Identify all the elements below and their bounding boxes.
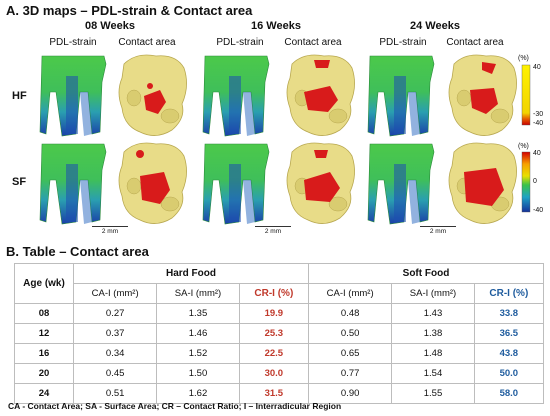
cell: 0.77 [307, 363, 393, 384]
cell: 1.55 [391, 383, 475, 404]
table-row: 08 0.27 1.35 19.9 0.48 1.43 33.8 [14, 303, 545, 324]
table-row: 12 0.37 1.46 25.3 0.50 1.38 36.5 [14, 323, 545, 344]
contact-map-hf-16 [286, 54, 355, 136]
cell: 1.38 [391, 323, 475, 344]
cell: 30.0 [238, 363, 309, 384]
colorbar-sf-min: -40 [533, 207, 544, 214]
contact-map-sf-08 [118, 142, 187, 224]
sub-label-contact-area: Contact area [446, 37, 504, 48]
panel-b-title: B. Table – Contact area [6, 244, 149, 259]
col-header-hf-sa: SA-I (mm²) [156, 283, 240, 304]
week-header-08: 08 Weeks [85, 20, 135, 32]
scale-bar-16: 2 mm [243, 226, 303, 235]
pdl-strain-map-hf-24 [367, 55, 435, 137]
colorbar-sf-max: 40 [533, 150, 541, 157]
contact-map-sf-24 [448, 142, 517, 224]
colorbar-hf-min: -40 [533, 120, 544, 127]
cell: 58.0 [473, 383, 545, 404]
cell: 43.8 [473, 343, 545, 364]
scale-bar-08: 2 mm [80, 226, 140, 235]
cell: 0.51 [72, 383, 158, 404]
hard-food-header: Hard Food [73, 263, 309, 284]
colorbar-hf-mid: -30 [533, 111, 544, 118]
contact-map-hf-08 [118, 54, 187, 136]
cell: 50.0 [473, 363, 545, 384]
age-header: Age (wk) [14, 263, 74, 304]
cell: 31.5 [238, 383, 309, 404]
cell: 0.34 [72, 343, 158, 364]
cell: 19.9 [238, 303, 309, 324]
contact-map-hf-24 [448, 54, 517, 136]
colorbar-hf [521, 64, 531, 126]
cell: 0.37 [72, 323, 158, 344]
cell: 0.27 [72, 303, 158, 324]
col-header-sf-sa: SA-I (mm²) [391, 283, 475, 304]
row-label-sf: SF [12, 176, 27, 188]
scale-bar-24: 2 mm [408, 226, 468, 235]
panel-a-title: A. 3D maps – PDL-strain & Contact area [6, 3, 253, 18]
pdl-strain-map-hf-16 [202, 55, 270, 137]
colorbar-sf-unit: (%) [518, 143, 529, 150]
sub-label-pdl-strain: PDL-strain [379, 37, 427, 48]
soft-food-header: Soft Food [307, 263, 545, 284]
age-cell: 08 [14, 303, 74, 324]
cell: 0.45 [72, 363, 158, 384]
age-cell: 12 [14, 323, 74, 344]
colorbar-hf-max: 40 [533, 64, 541, 71]
pdl-strain-map-sf-16 [202, 143, 270, 225]
cell: 1.35 [156, 303, 240, 324]
col-header-hf-cr: CR-I (%) [238, 283, 309, 304]
sub-label-pdl-strain: PDL-strain [216, 37, 264, 48]
cell: 0.90 [307, 383, 393, 404]
colorbar-hf-unit: (%) [518, 55, 529, 62]
col-header-sf-cr: CR-I (%) [473, 283, 545, 304]
row-label-hf: HF [12, 90, 27, 102]
week-header-16: 16 Weeks [251, 20, 301, 32]
cell: 0.48 [307, 303, 393, 324]
sub-label-contact-area: Contact area [118, 37, 176, 48]
sub-label-pdl-strain: PDL-strain [49, 37, 97, 48]
pdl-strain-map-hf-08 [39, 55, 107, 137]
cell: 1.52 [156, 343, 240, 364]
cell: 25.3 [238, 323, 309, 344]
cell: 1.54 [391, 363, 475, 384]
map-figure [39, 54, 531, 225]
colorbar-sf [521, 151, 531, 213]
table-footnote: CA - Contact Area; SA - Surface Area; CR… [8, 401, 342, 411]
age-cell: 20 [14, 363, 74, 384]
cell: 1.50 [156, 363, 240, 384]
cell: 0.50 [307, 323, 393, 344]
table-row: 24 0.51 1.62 31.5 0.90 1.55 58.0 [14, 383, 545, 404]
cell: 1.46 [156, 323, 240, 344]
week-header-24: 24 Weeks [410, 20, 460, 32]
cell: 0.65 [307, 343, 393, 364]
col-header-hf-ca: CA-I (mm²) [72, 283, 158, 304]
contact-area-table: Age (wk) Hard Food Soft Food CA-I (mm²) … [14, 263, 545, 404]
contact-map-sf-16 [286, 142, 355, 224]
table-row: 20 0.45 1.50 30.0 0.77 1.54 50.0 [14, 363, 545, 384]
pdl-strain-map-sf-24 [367, 143, 435, 225]
cell: 36.5 [473, 323, 545, 344]
col-header-sf-ca: CA-I (mm²) [307, 283, 393, 304]
cell: 22.5 [238, 343, 309, 364]
sub-label-contact-area: Contact area [284, 37, 342, 48]
cell: 1.62 [156, 383, 240, 404]
table-row: 16 0.34 1.52 22.5 0.65 1.48 43.8 [14, 343, 545, 364]
cell: 1.43 [391, 303, 475, 324]
pdl-strain-map-sf-08 [39, 143, 107, 225]
colorbar-sf-mid: 0 [533, 178, 537, 185]
cell: 1.48 [391, 343, 475, 364]
age-cell: 16 [14, 343, 74, 364]
cell: 33.8 [473, 303, 545, 324]
